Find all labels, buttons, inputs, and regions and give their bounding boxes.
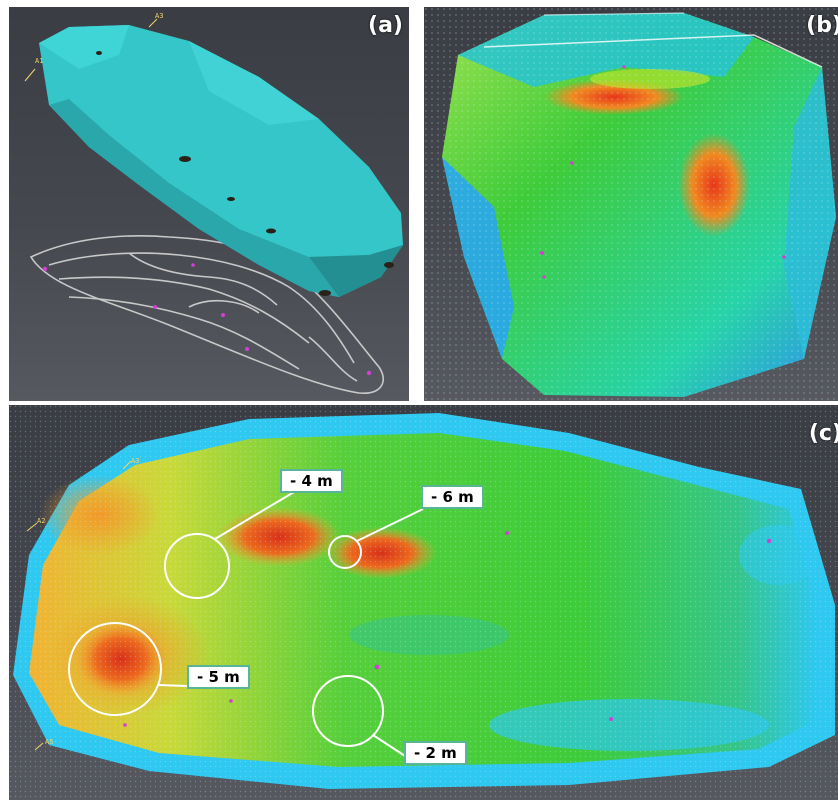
panel-a-label: (a) xyxy=(368,13,403,38)
panel-c-scene xyxy=(9,405,838,800)
leader-5m xyxy=(157,684,188,687)
depth-label-2m: - 2 m xyxy=(404,741,467,765)
panel-c-label: (c) xyxy=(808,421,838,446)
contour-flecks xyxy=(42,263,372,376)
callout-circle-6m xyxy=(328,535,362,569)
callout-circle-5m xyxy=(68,622,162,716)
panel-b-scene xyxy=(424,7,838,401)
callout-leaders xyxy=(157,491,424,757)
marker-a5: A5 xyxy=(45,738,54,746)
leader-2m xyxy=(372,734,406,757)
panel-b-label: (b) xyxy=(806,13,838,38)
surface-holes xyxy=(96,51,394,296)
panel-b: (b) xyxy=(424,7,838,401)
callout-circles xyxy=(68,533,384,747)
marker-a3-c: A3 xyxy=(131,457,140,465)
depth-label-6m: - 6 m xyxy=(421,485,484,509)
callout-circle-4m xyxy=(164,533,230,599)
depth-label-4m: - 4 m xyxy=(280,469,343,493)
leader-6m xyxy=(356,508,424,542)
surface-model xyxy=(39,25,403,297)
panel-c: (c) A3 A2 A5 - 4 m - 6 m - 5 m - 2 m xyxy=(9,405,838,800)
panel-a: (a) A3 A1 xyxy=(9,7,409,401)
panel-a-scene xyxy=(24,18,403,394)
callout-circle-2m xyxy=(312,675,384,747)
depth-label-5m: - 5 m xyxy=(187,665,250,689)
marker-a1: A1 xyxy=(35,57,44,65)
marker-a2: A2 xyxy=(37,517,46,525)
contour-traces xyxy=(29,235,384,394)
marker-a3: A3 xyxy=(155,12,164,20)
leader-4m xyxy=(214,491,295,540)
